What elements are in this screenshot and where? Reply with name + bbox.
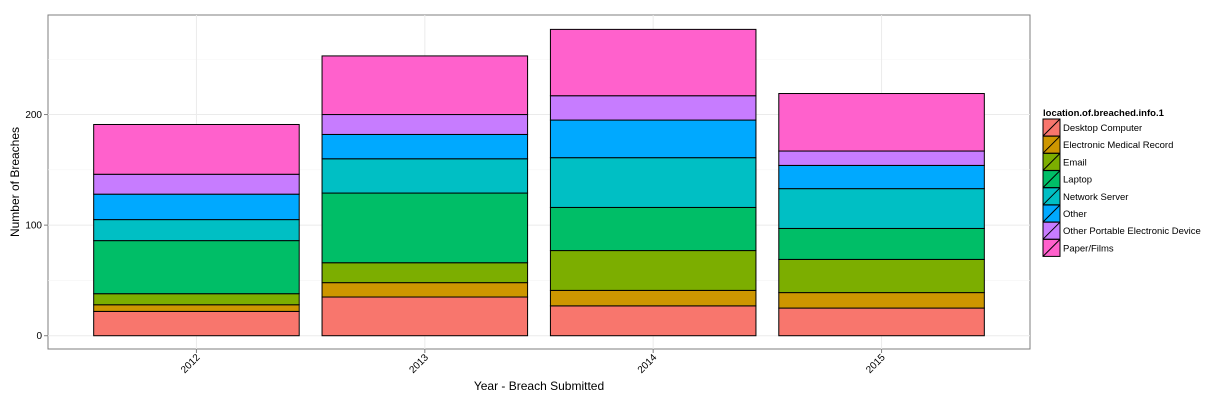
- bar-segment: [778, 307, 985, 337]
- y-tick-label: 0: [36, 331, 42, 342]
- bar-segment: [549, 157, 757, 208]
- legend-title: location.of.breached.info.1: [1043, 108, 1165, 119]
- bar-segment: [321, 158, 529, 194]
- bars: [93, 28, 985, 337]
- bar-segment: [93, 193, 300, 221]
- legend: location.of.breached.info.1 Desktop Comp…: [1042, 108, 1201, 257]
- bar-segment: [321, 192, 529, 264]
- x-tick-label: 2012: [179, 352, 203, 376]
- legend-label: Desktop Computer: [1063, 123, 1142, 134]
- x-tick-label: 2015: [864, 352, 888, 376]
- y-tick-label: 200: [25, 110, 42, 121]
- bar-segment: [549, 305, 757, 337]
- bar-segment: [321, 296, 529, 337]
- bar-segment: [778, 292, 985, 309]
- bar-segment: [321, 114, 529, 135]
- bar-segment: [93, 304, 300, 312]
- x-tick-label: 2014: [636, 352, 660, 376]
- legend-key-slash: [1042, 135, 1061, 154]
- legend-key-slash: [1042, 187, 1061, 206]
- legend-label: Other Portable Electronic Device: [1063, 226, 1201, 237]
- bar-segment: [93, 123, 300, 175]
- bar-segment: [93, 293, 300, 306]
- x-axis: 2012 2013 2014 2015: [179, 349, 888, 376]
- bar-segment: [321, 282, 529, 298]
- x-axis-title: Year - Breach Submitted: [474, 379, 604, 393]
- y-axis-title: Number of Breaches: [8, 127, 22, 237]
- bar-segment: [778, 227, 985, 260]
- bar-segment: [93, 219, 300, 242]
- bar-segment: [321, 55, 529, 116]
- y-tick-label: 100: [25, 221, 42, 232]
- bar-segment: [93, 240, 300, 295]
- x-tick-label: 2013: [407, 352, 431, 376]
- bar-segment: [321, 133, 529, 160]
- bar-segment: [549, 289, 757, 307]
- bar-segment: [778, 150, 985, 166]
- legend-key-slash: [1042, 204, 1061, 223]
- bar-segment: [549, 250, 757, 291]
- legend-key-slash: [1042, 170, 1061, 188]
- bar-segment: [549, 95, 757, 121]
- legend-label: Electronic Medical Record: [1063, 140, 1173, 151]
- legend-key-slash: [1042, 239, 1061, 257]
- bar-segment: [549, 206, 757, 252]
- bar-segment: [93, 173, 300, 195]
- legend-key-slash: [1042, 221, 1061, 240]
- bar-segment: [778, 93, 985, 152]
- legend-label: Other: [1063, 209, 1087, 220]
- bar-segment: [549, 119, 757, 159]
- legend-key-slash: [1042, 118, 1061, 137]
- bar-segment: [549, 28, 757, 97]
- bar-segment: [778, 258, 985, 294]
- legend-label: Laptop: [1063, 175, 1092, 186]
- legend-label: Network Server: [1063, 192, 1128, 203]
- legend-key-slash: [1042, 153, 1061, 171]
- legend-label: Email: [1063, 157, 1087, 168]
- bar-segment: [93, 310, 300, 337]
- y-axis: 0 100 200: [25, 110, 48, 342]
- legend-label: Paper/Films: [1063, 243, 1114, 254]
- bar-segment: [778, 164, 985, 190]
- bar-segment: [778, 188, 985, 229]
- bar-segment: [321, 262, 529, 284]
